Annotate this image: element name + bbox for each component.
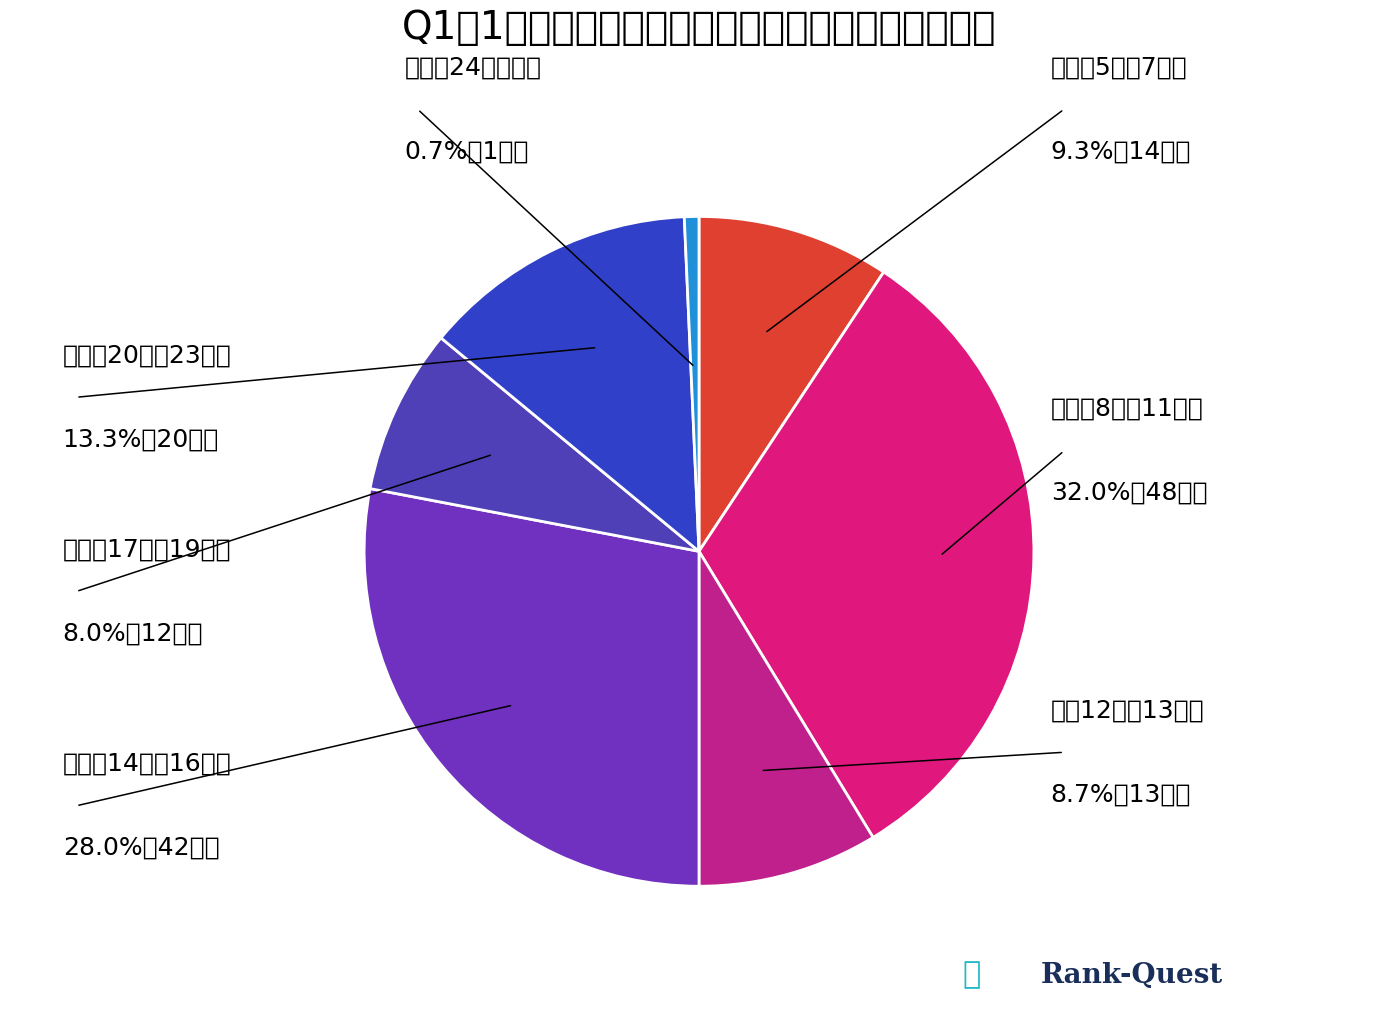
- Text: 8.7%（13名）: 8.7%（13名）: [1051, 782, 1191, 807]
- Text: 32.0%（48名）: 32.0%（48名）: [1051, 481, 1206, 505]
- Text: Q1．1日のうち最も検索を行う時間帯はいつですか？: Q1．1日のうち最も検索を行う時間帯はいつですか？: [401, 9, 997, 47]
- Wedge shape: [370, 338, 699, 551]
- Text: 0.7%（1名）: 0.7%（1名）: [404, 140, 528, 163]
- Text: Rank-Quest: Rank-Quest: [1040, 962, 1223, 988]
- Wedge shape: [684, 216, 699, 551]
- Text: 午後（14時〜16時）: 午後（14時〜16時）: [63, 751, 232, 776]
- Text: 夜間（20時〜23時）: 夜間（20時〜23時）: [63, 343, 232, 368]
- Wedge shape: [699, 272, 1035, 837]
- Wedge shape: [699, 216, 884, 551]
- Wedge shape: [440, 216, 699, 551]
- Text: 夕方（17時〜19時）: 夕方（17時〜19時）: [63, 537, 231, 562]
- Text: 深夜（24時以降）: 深夜（24時以降）: [404, 55, 541, 80]
- Wedge shape: [699, 551, 874, 886]
- Text: ⓪: ⓪: [962, 961, 981, 989]
- Text: 昼（12時〜13時）: 昼（12時〜13時）: [1051, 698, 1204, 722]
- Text: 13.3%（20名）: 13.3%（20名）: [63, 428, 219, 451]
- Text: 午前（8時〜11時）: 午前（8時〜11時）: [1051, 397, 1204, 421]
- Text: 8.0%（12名）: 8.0%（12名）: [63, 622, 203, 645]
- Text: 9.3%（14名）: 9.3%（14名）: [1051, 140, 1191, 163]
- Text: 早朝（5時〜7時）: 早朝（5時〜7時）: [1051, 55, 1187, 80]
- Wedge shape: [363, 489, 699, 886]
- Text: 28.0%（42名）: 28.0%（42名）: [63, 836, 219, 860]
